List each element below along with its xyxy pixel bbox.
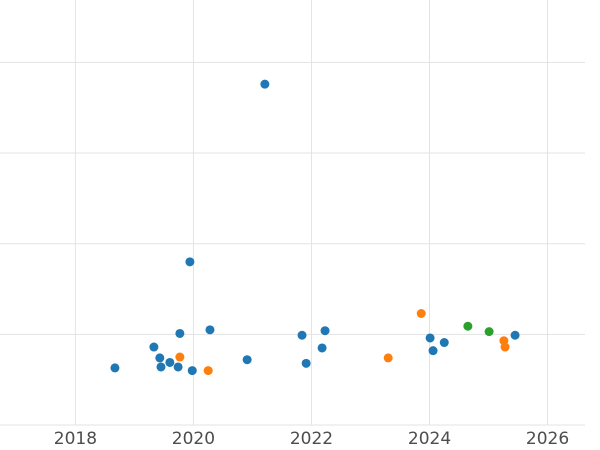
data-point-series-blue: [428, 346, 438, 356]
data-point-series-blue: [187, 366, 197, 376]
data-point-series-blue: [149, 342, 159, 352]
data-point-series-blue: [155, 353, 165, 363]
x-tick-label: 2022: [290, 429, 333, 449]
data-point-series-orange: [175, 352, 185, 362]
data-point-series-blue: [301, 358, 311, 368]
data-point-series-blue: [185, 257, 195, 267]
data-point-series-blue: [173, 362, 183, 372]
data-point-series-orange: [383, 353, 393, 363]
data-point-series-blue: [175, 328, 185, 338]
data-point-series-blue: [297, 330, 307, 340]
x-tick-label: 2020: [172, 429, 215, 449]
data-point-series-blue: [205, 325, 215, 335]
data-point-series-blue: [110, 363, 120, 373]
data-point-series-green: [463, 321, 473, 331]
data-point-series-blue: [439, 338, 449, 348]
data-point-series-blue: [320, 326, 330, 336]
data-point-series-blue: [510, 330, 520, 340]
x-tick-label: 2024: [408, 429, 451, 449]
data-point-series-blue: [156, 362, 166, 372]
x-tick-label: 2026: [526, 429, 569, 449]
data-point-series-blue: [317, 343, 327, 353]
data-point-series-green: [484, 327, 494, 337]
data-point-series-blue: [165, 357, 175, 367]
data-point-series-blue: [242, 355, 252, 365]
data-point-series-orange: [203, 366, 213, 376]
data-point-series-blue: [260, 79, 270, 89]
data-point-series-orange: [416, 308, 426, 318]
x-tick-label: 2018: [54, 429, 97, 449]
data-point-series-orange: [500, 342, 510, 352]
data-point-series-blue: [425, 333, 435, 343]
